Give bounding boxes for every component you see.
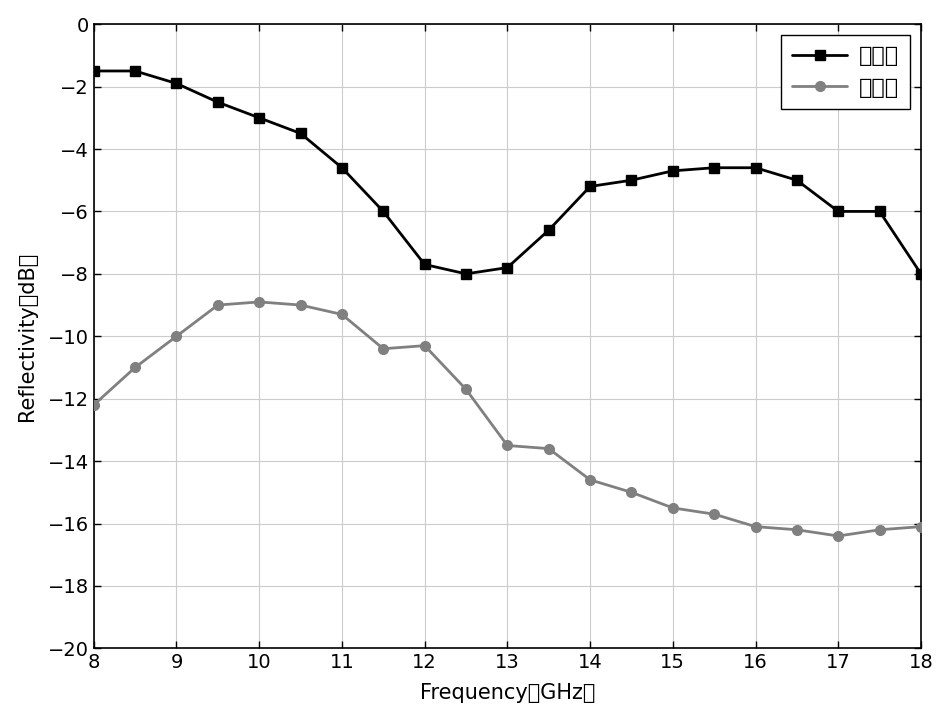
- 烧蛀后: [750, 522, 761, 531]
- 烧蛀前: [129, 67, 141, 76]
- Line: 烧蛀后: 烧蛀后: [89, 297, 926, 541]
- 烧蛀前: [667, 166, 678, 175]
- 烧蛀后: [502, 441, 513, 450]
- 烧蛀前: [212, 98, 223, 107]
- 烧蛀前: [874, 207, 885, 216]
- 烧蛀后: [254, 297, 265, 306]
- 烧蛀前: [626, 176, 637, 184]
- 烧蛀前: [915, 269, 926, 278]
- 烧蛀前: [171, 79, 182, 88]
- 烧蛀后: [874, 526, 885, 534]
- 烧蛀后: [212, 301, 223, 310]
- 烧蛀后: [626, 488, 637, 497]
- 烧蛀前: [750, 163, 761, 172]
- Legend: 烧蛀前, 烧蛀后: 烧蛀前, 烧蛀后: [781, 35, 910, 109]
- 烧蛀前: [294, 129, 306, 138]
- 烧蛀后: [915, 522, 926, 531]
- 烧蛀前: [832, 207, 844, 216]
- 烧蛀前: [791, 176, 803, 184]
- Y-axis label: Reflectivity（dB）: Reflectivity（dB）: [17, 251, 37, 421]
- X-axis label: Frequency（GHz）: Frequency（GHz）: [420, 683, 595, 703]
- 烧蛀前: [584, 182, 596, 191]
- 烧蛀后: [543, 444, 555, 453]
- 烧蛀后: [461, 385, 472, 394]
- 烧蛀后: [336, 310, 348, 319]
- 烧蛀后: [419, 341, 430, 350]
- 烧蛀后: [584, 475, 596, 484]
- 烧蛀后: [832, 531, 844, 540]
- 烧蛀前: [461, 269, 472, 278]
- 烧蛀前: [419, 260, 430, 269]
- 烧蛀前: [709, 163, 720, 172]
- 烧蛀后: [709, 510, 720, 518]
- 烧蛀前: [543, 226, 555, 235]
- 烧蛀后: [88, 400, 100, 409]
- 烧蛀后: [791, 526, 803, 534]
- Line: 烧蛀前: 烧蛀前: [89, 66, 926, 279]
- 烧蛀后: [129, 363, 141, 372]
- 烧蛀前: [254, 114, 265, 122]
- 烧蛀后: [667, 503, 678, 512]
- 烧蛀前: [377, 207, 389, 216]
- 烧蛀后: [171, 332, 182, 341]
- 烧蛀前: [502, 264, 513, 272]
- 烧蛀后: [294, 301, 306, 310]
- 烧蛀后: [377, 344, 389, 353]
- 烧蛀前: [88, 67, 100, 76]
- 烧蛀前: [336, 163, 348, 172]
